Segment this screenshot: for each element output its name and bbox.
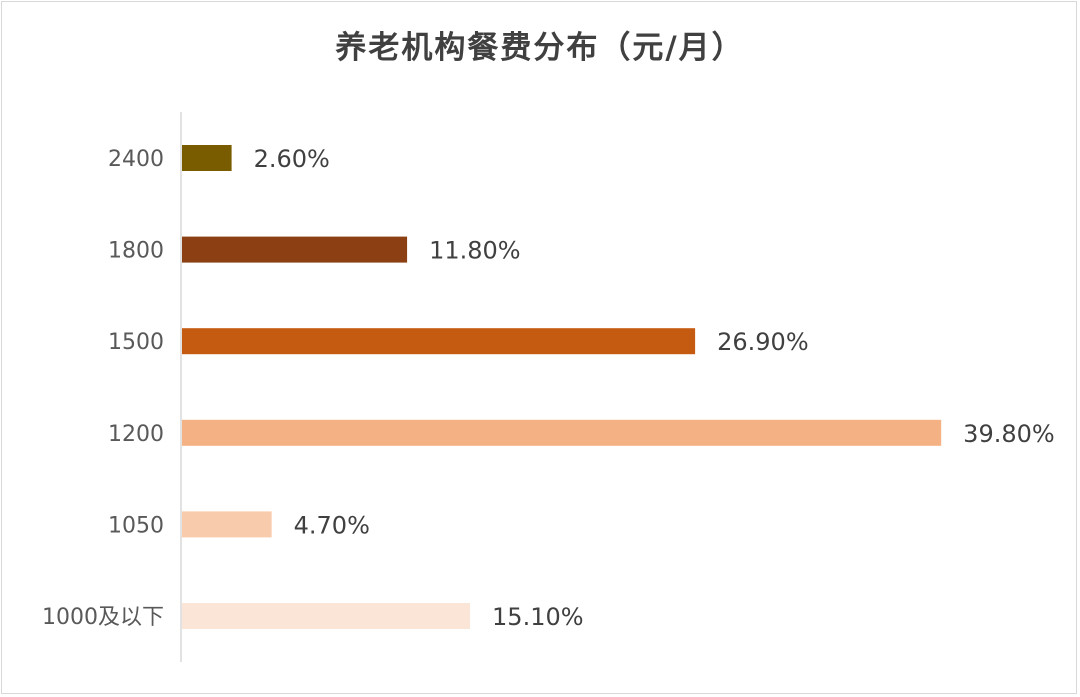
bar [182, 236, 408, 263]
y-tick-label: 1050 [108, 513, 164, 538]
bar [182, 603, 471, 629]
chart-title: 养老机构餐费分布（元/月） [335, 30, 745, 66]
data-label: 15.10% [492, 603, 584, 631]
data-label: 11.80% [429, 237, 521, 265]
data-label: 39.80% [963, 420, 1055, 448]
data-label: 26.90% [717, 328, 809, 356]
bars-group: 2400 2.60% 1800 11.80% 1500 26.90% 1200 39.80% 1… [42, 145, 1055, 631]
y-tick-label: 1000及以下 [42, 605, 164, 630]
y-tick-label: 1500 [108, 330, 164, 355]
bar [182, 145, 232, 171]
y-tick-label: 1800 [108, 239, 164, 264]
bar [182, 419, 942, 446]
data-label: 4.70% [294, 511, 370, 539]
bar [182, 328, 696, 355]
y-tick-label: 2400 [108, 147, 164, 172]
data-label: 2.60% [254, 145, 330, 173]
bar [182, 511, 272, 538]
y-tick-label: 1200 [108, 422, 164, 447]
